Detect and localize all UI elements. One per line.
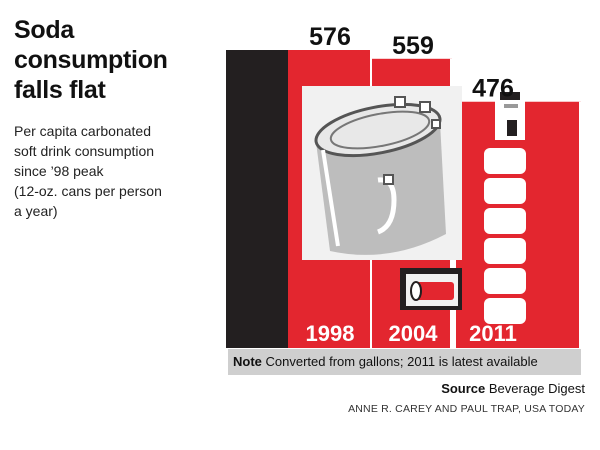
bubble-icon: [419, 101, 431, 113]
can-top: [314, 102, 442, 158]
bubble-icon: [394, 96, 406, 108]
subtitle-line: Per capita carbonated: [14, 123, 151, 139]
value-label: 576: [309, 23, 351, 51]
can-top-rim: [329, 110, 431, 150]
stacked-can-icon: [484, 178, 526, 204]
stacked-can-icon: [484, 148, 526, 174]
large-can-icon: [314, 96, 446, 255]
display-icon: [500, 92, 520, 100]
stacked-can-icon: [484, 208, 526, 234]
chart-subtitle: Per capita carbonated soft drink consump…: [14, 121, 214, 221]
stacked-can-icon: [484, 238, 526, 264]
category-label: 2004: [389, 321, 439, 346]
soda-can-illustration: [302, 86, 526, 324]
note-label: Note: [233, 354, 262, 369]
small-can-icon: [416, 282, 454, 300]
category-label: 1998: [306, 321, 355, 346]
bubble-icon: [383, 174, 394, 185]
subtitle-line: (12-oz. cans per person: [14, 183, 162, 199]
can-highlight: [321, 149, 340, 247]
dark-column: [226, 50, 288, 348]
source-label: Source: [441, 381, 486, 396]
subtitle-line: since ’98 peak: [14, 163, 104, 179]
title-line: Soda: [14, 16, 74, 44]
credit: ANNE R. CAREY AND PAUL TRAP, USA TODAY: [348, 403, 585, 415]
note: Note Converted from gallons; 2011 is lat…: [233, 354, 538, 370]
value-label: 476: [472, 75, 514, 103]
machine-slot-icon: [400, 268, 462, 310]
title-line: consumption: [14, 46, 168, 74]
coin-slot-icon: [504, 104, 518, 108]
labels-group: 576 1998 559 2004 476 2011: [306, 23, 517, 346]
bar-divider: [579, 101, 581, 348]
note-bar: [228, 349, 581, 375]
can-stack: [484, 148, 526, 324]
category-label: 2011: [469, 321, 517, 346]
source-text: Beverage Digest: [485, 381, 585, 396]
chart-title: Soda consumption falls flat: [14, 15, 214, 105]
stacked-can-icon: [484, 298, 526, 324]
value-label: 559: [392, 32, 434, 60]
source: Source Beverage Digest: [441, 381, 585, 396]
bubble-icon: [431, 119, 441, 129]
note-text: Converted from gallons; 2011 is latest a…: [261, 354, 538, 369]
title-line: falls flat: [14, 76, 106, 104]
stacked-can-icon: [484, 268, 526, 294]
button-icon: [507, 120, 517, 136]
small-can-end: [410, 281, 422, 301]
subtitle-line: soft drink consumption: [14, 143, 155, 159]
subtitle-line: a year): [14, 203, 58, 219]
coin-panel: [484, 86, 526, 324]
